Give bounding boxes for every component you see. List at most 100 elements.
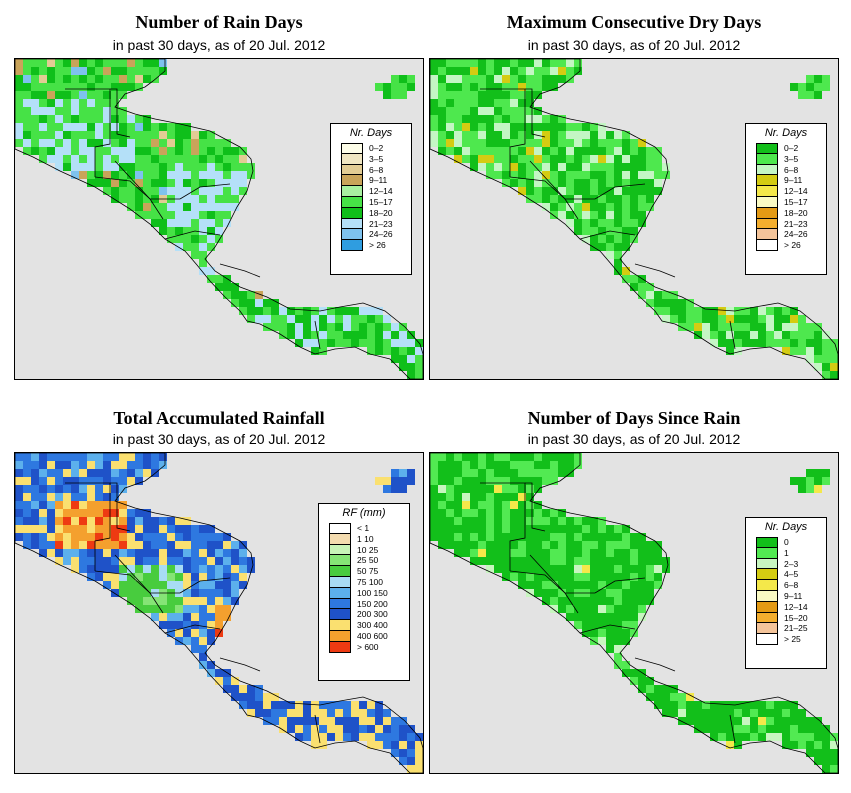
map-dry-days: Nr. Days 0–2 3–5 6–8 9–11 12–14 15–17 18–20 21–… <box>429 58 839 380</box>
legend-item: 12–14 <box>746 186 826 197</box>
country-border <box>314 714 321 744</box>
legend-swatch <box>329 609 351 621</box>
legend-item: 1 <box>746 547 826 559</box>
country-border <box>179 183 231 200</box>
legend-label: 9–11 <box>369 175 388 186</box>
country-border <box>634 263 676 278</box>
legend-swatch <box>756 196 778 208</box>
country-border <box>579 230 636 240</box>
panel-title: Number of Rain Days <box>135 12 303 32</box>
legend-item: 12–14 <box>746 601 826 613</box>
legend-dry-days: Nr. Days 0–2 3–5 6–8 9–11 12–14 15–17 18–20 21–… <box>745 123 827 275</box>
country-border <box>564 198 579 220</box>
legend-swatch <box>756 558 778 570</box>
coastline <box>15 59 423 379</box>
country-border <box>179 577 231 594</box>
legend-swatch <box>341 175 363 187</box>
legend-swatch <box>756 601 778 613</box>
legend-label: 0–2 <box>369 143 384 153</box>
legend-swatch <box>341 153 363 165</box>
legend-days-since-rain: Nr. Days 0 1 2–3 4–5 6–8 9–11 12–14 15–20 21–25 >… <box>745 517 827 669</box>
country-border <box>594 183 646 200</box>
legend-label: 6–8 <box>784 164 799 175</box>
legend-item: 0–2 <box>746 143 826 154</box>
legend-swatch <box>329 566 351 577</box>
legend-swatch <box>756 569 778 581</box>
country-border <box>94 570 151 594</box>
country-border <box>509 176 566 200</box>
legend-title: Nr. Days <box>764 127 808 139</box>
legend-swatch <box>756 229 778 241</box>
legend-item: 12–14 <box>331 186 411 197</box>
legend-item: 18–20 <box>331 207 411 219</box>
legend-item: 18–20 <box>746 207 826 219</box>
legend-label: 12–14 <box>369 186 393 197</box>
legend-label: 21–23 <box>784 218 808 229</box>
legend-swatch <box>329 544 351 556</box>
legend-label: 75 100 <box>357 576 383 587</box>
map-canvas <box>15 453 423 773</box>
map-canvas <box>430 453 838 773</box>
map-days-since-rain: Nr. Days 0 1 2–3 4–5 6–8 9–11 12–14 15–20 21–25 >… <box>429 452 839 774</box>
legend-item: > 26 <box>746 240 826 251</box>
legend-swatch <box>341 207 363 219</box>
legend-item: 2–3 <box>746 558 826 570</box>
legend-swatch <box>329 598 351 610</box>
legend-item: 100 150 <box>319 587 409 599</box>
legend-label: 400 600 <box>357 630 388 641</box>
legend-item: 3–5 <box>746 153 826 165</box>
panel-subtitle: in past 30 days, as of 20 Jul. 2012 <box>112 37 326 53</box>
legend-item: > 26 <box>331 240 411 251</box>
legend-label: 3–5 <box>784 153 799 164</box>
map-canvas <box>15 59 423 379</box>
legend-swatch <box>341 164 363 176</box>
legend-label: 15–20 <box>784 612 808 623</box>
legend-label: 3–5 <box>369 153 384 164</box>
panel-subtitle: in past 30 days, as of 20 Jul. 2012 <box>527 431 741 447</box>
legend-item: 0 <box>746 537 826 548</box>
legend-swatch <box>329 620 351 631</box>
legend-label: < 1 <box>357 523 370 533</box>
panel-subtitle: in past 30 days, as of 20 Jul. 2012 <box>527 37 741 53</box>
legend-item: 21–23 <box>746 218 826 230</box>
panel-title: Total Accumulated Rainfall <box>113 408 325 428</box>
legend-label: 4–5 <box>784 569 799 580</box>
legend-item: 6–8 <box>331 164 411 176</box>
legend-item: 21–25 <box>746 623 826 635</box>
legend-swatch <box>756 153 778 165</box>
legend-label: 24–26 <box>369 229 393 240</box>
legend-swatch <box>756 143 778 154</box>
country-border <box>110 88 131 138</box>
legend-item: 25 50 <box>319 555 409 567</box>
legend-swatch <box>329 641 351 653</box>
country-border <box>525 88 546 138</box>
legend-item: 300 400 <box>319 620 409 631</box>
legend-label: 50 75 <box>357 566 379 577</box>
country-border <box>729 714 736 744</box>
legend-rain-days: Nr. Days 0–2 3–5 6–8 9–11 12–14 15–17 18–20 21–… <box>330 123 412 275</box>
legend-swatch <box>329 533 351 545</box>
legend-item: 15–17 <box>331 196 411 208</box>
map-canvas <box>430 59 838 379</box>
legend-swatch <box>756 537 778 548</box>
grid-cells <box>430 453 838 773</box>
legend-label: 18–20 <box>369 207 393 218</box>
legend-label: 21–25 <box>784 623 808 634</box>
legend-label: 0 <box>784 537 789 547</box>
legend-label: 15–17 <box>369 196 393 207</box>
legend-label: 6–8 <box>369 164 384 175</box>
legend-swatch <box>329 555 351 567</box>
legend-swatch <box>329 576 351 588</box>
legend-swatch <box>756 547 778 559</box>
country-border <box>594 577 646 594</box>
legend-item: 0–2 <box>331 143 411 154</box>
country-border <box>219 263 261 278</box>
map-rain-days: Nr. Days 0–2 3–5 6–8 9–11 12–14 15–17 18–20 21–… <box>14 58 424 380</box>
legend-item: 21–23 <box>331 218 411 230</box>
legend-label: 200 300 <box>357 609 388 620</box>
country-border <box>164 230 221 240</box>
legend-swatch <box>756 590 778 602</box>
country-border <box>480 88 526 177</box>
legend-item: < 1 <box>319 523 409 534</box>
country-border <box>579 624 636 634</box>
